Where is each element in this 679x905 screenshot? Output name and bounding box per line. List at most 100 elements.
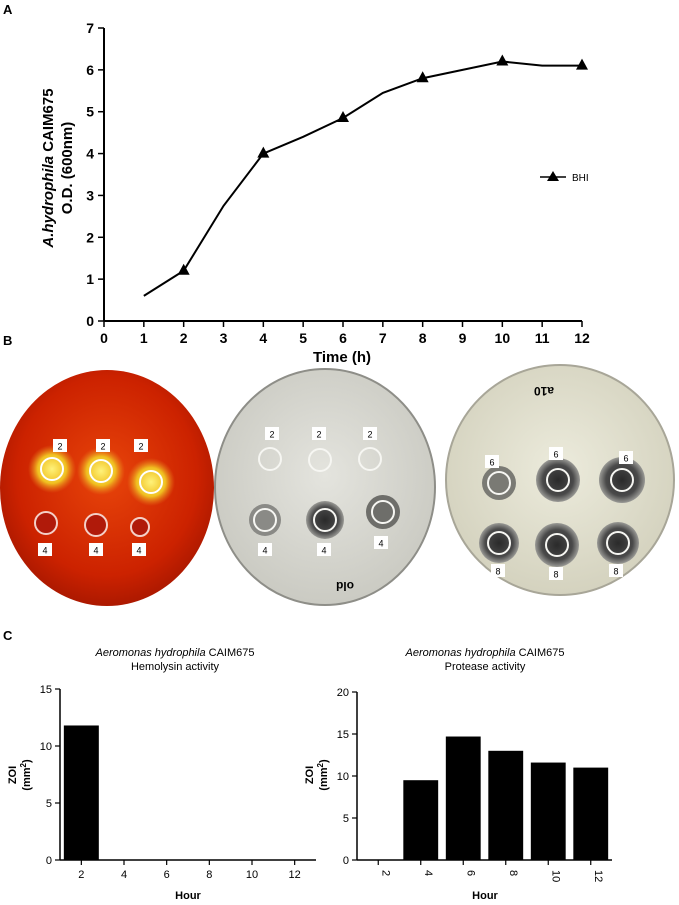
legend-triangle-icon: [547, 171, 559, 181]
data-point-triangle: [177, 263, 190, 275]
x-tick-label: 0: [100, 330, 108, 346]
chart-subtitle: Hemolysin activity: [131, 661, 220, 673]
x-tick-label: 2: [180, 330, 188, 346]
x-tick-label: 3: [220, 330, 228, 346]
y-tick-label: 5: [86, 104, 94, 120]
y-axis-label: ZOI: [7, 766, 19, 784]
y-tick-label: 10: [40, 741, 52, 753]
y-axis-label-line2: O.D. (600nm): [59, 122, 76, 215]
plate-label: 6: [553, 450, 558, 460]
x-tick-label: 7: [379, 330, 387, 346]
data-point-triangle: [416, 71, 429, 83]
x-tick-label: 6: [164, 869, 170, 881]
plate-label: 4: [136, 546, 141, 556]
plate-label: 2: [316, 430, 321, 440]
x-tick-label: 10: [495, 330, 511, 346]
y-tick-label: 2: [86, 229, 94, 245]
y-tick-label: 6: [86, 62, 94, 78]
x-tick-label: 12: [289, 869, 301, 881]
bar-hour-6: [445, 736, 481, 860]
y-tick-label: 3: [86, 187, 94, 203]
x-tick-label: 10: [246, 869, 258, 881]
x-tick-label: 8: [206, 869, 212, 881]
plate-label: 8: [553, 570, 558, 580]
x-tick-label: 12: [574, 330, 590, 346]
agar-plates-image: 2 2 2 4 4 4 2 2 2 4 4 4 old: [0, 364, 675, 606]
plate-label: 8: [613, 567, 618, 577]
plate-label: 4: [378, 539, 383, 549]
y-axis-label-unit: (mm2): [316, 759, 331, 791]
data-point-triangle: [337, 110, 349, 122]
bar-hour-12: [573, 767, 609, 860]
x-tick-label: 4: [422, 870, 434, 876]
y-tick-label: 0: [343, 855, 349, 867]
bar-hour-10: [530, 762, 566, 860]
chart-title: Aeromonas hydrophila CAIM675: [405, 647, 565, 659]
panel-label-c: C: [3, 628, 13, 643]
data-point-triangle: [257, 146, 270, 158]
y-axis-label-line1: A.hydrophila CAIM675: [40, 88, 57, 248]
x-axis-label: Time (h): [313, 349, 371, 366]
x-tick-label: 10: [549, 870, 561, 882]
x-tick-label: 4: [121, 869, 127, 881]
y-tick-label: 5: [343, 813, 349, 825]
plate-label: 2: [100, 442, 105, 452]
y-tick-label: 10: [337, 771, 349, 783]
y-tick-label: 4: [86, 146, 94, 162]
x-tick-label: 11: [535, 330, 550, 346]
x-tick-label: 8: [507, 870, 519, 876]
y-tick-label: 1: [86, 271, 94, 287]
plate-label: 6: [489, 458, 494, 468]
x-tick-label: 9: [459, 330, 467, 346]
x-tick-label: 6: [464, 870, 476, 876]
x-axis-label: Hour: [175, 890, 201, 902]
x-tick-label: 2: [379, 870, 391, 876]
plate-label: 4: [93, 546, 98, 556]
panel-label-a: A: [3, 2, 13, 17]
y-tick-label: 20: [337, 687, 349, 699]
bar-hour-8: [488, 750, 524, 860]
x-tick-label: 6: [339, 330, 347, 346]
plate-label: 4: [321, 546, 326, 556]
plate-label: 2: [138, 442, 143, 452]
plate-label: 6: [623, 454, 628, 464]
legend-label: BHI: [572, 173, 589, 184]
y-axis-label: ZOI: [304, 766, 316, 784]
plate-label: 8: [495, 567, 500, 577]
legend: BHI: [540, 171, 589, 184]
series-line-bhi: [143, 60, 582, 297]
y-tick-label: 15: [337, 729, 349, 741]
plate-label: 4: [262, 546, 267, 556]
blood-agar-plate: 2 2 2 4 4 4: [0, 370, 214, 606]
milk-agar-plate-1: 2 2 2 4 4 4 old: [214, 368, 436, 606]
x-tick-label: 8: [419, 330, 427, 346]
chart-subtitle: Protease activity: [445, 661, 526, 673]
plate-handwriting: a10: [534, 384, 554, 398]
bar-hour-4: [403, 780, 439, 860]
y-tick-label: 0: [86, 313, 94, 329]
hemolysin-bar-chart: Aeromonas hydrophila CAIM675 Hemolysin a…: [7, 647, 316, 902]
bar-hour-2: [63, 725, 99, 860]
x-tick-label: 2: [78, 869, 84, 881]
x-tick-label: 5: [299, 330, 307, 346]
milk-agar-plate-2: 6 6 6 8 8 8 a10: [445, 364, 675, 596]
plate-label: 2: [57, 442, 62, 452]
plate-label: 2: [269, 430, 274, 440]
x-tick-label: 1: [140, 330, 148, 346]
plate-label: 4: [42, 546, 47, 556]
y-tick-label: 0: [46, 855, 52, 867]
y-axis-label-unit: (mm2): [19, 759, 34, 791]
y-tick-label: 15: [40, 684, 52, 696]
x-tick-label: 12: [592, 870, 604, 882]
plate-handwriting: old: [336, 579, 354, 593]
panel-label-b: B: [3, 333, 13, 348]
y-tick-label: 5: [46, 798, 52, 810]
data-point-triangle: [496, 54, 509, 66]
data-point-triangle: [576, 58, 588, 70]
x-axis-label: Hour: [472, 890, 498, 902]
chart-title: Aeromonas hydrophila CAIM675: [95, 647, 255, 659]
plate-label: 2: [367, 430, 372, 440]
x-tick-label: 4: [259, 330, 267, 346]
protease-bar-chart: Aeromonas hydrophila CAIM675 Protease ac…: [304, 647, 612, 902]
